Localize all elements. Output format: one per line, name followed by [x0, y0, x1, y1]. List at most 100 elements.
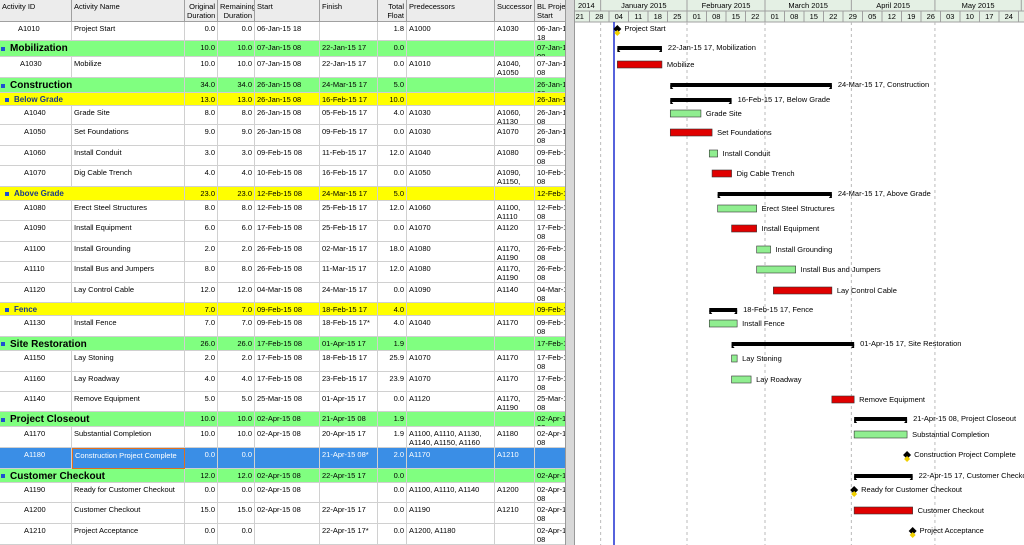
table-cell: 8.0: [218, 106, 255, 125]
table-cell: 6.0: [185, 221, 218, 242]
table-cell: 34.0: [218, 78, 255, 93]
table-cell: A1210: [495, 448, 535, 469]
wbs-name: Above Grade: [0, 187, 185, 201]
activity-bar: [708, 149, 718, 158]
bar-label: 01-Apr-15 17, Site Restoration: [860, 339, 961, 348]
milestone-accent: [909, 532, 916, 538]
table-cell: 9.0: [218, 125, 255, 146]
splitter[interactable]: [565, 0, 575, 545]
table-cell: A1170: [495, 351, 535, 372]
week-label: 18: [654, 12, 662, 21]
table-cell: [495, 337, 535, 351]
table-cell: 12-Feb-15 08: [535, 187, 565, 201]
table-cell: 25-Mar-15 08: [255, 392, 320, 412]
summary-bar: [731, 342, 855, 346]
bar-label: 16-Feb-15 17, Below Grade: [738, 95, 831, 104]
table-cell: 02-Apr-15 08: [535, 412, 565, 427]
table-cell: 10.0: [218, 57, 255, 78]
table-cell: 12-Feb-15 08: [255, 187, 320, 201]
table-cell: Install Equipment: [72, 221, 185, 242]
table-cell: 1.9: [378, 337, 407, 351]
week-label: 28: [595, 12, 603, 21]
table-cell: 0.0: [218, 483, 255, 503]
milestone: [908, 527, 917, 535]
table-cell: 04-Mar-15 08: [535, 283, 565, 303]
table-cell: A1100, A1110, A1130, A1140, A1150, A1160: [407, 427, 495, 448]
table-cell: 4.0: [218, 166, 255, 187]
week-label: 12: [888, 12, 896, 21]
table-cell: 22-Jan-15 17: [320, 57, 378, 78]
activity-bar: [708, 319, 738, 328]
week-label: 10: [966, 12, 974, 21]
table-cell: 0.0: [185, 524, 218, 545]
table-cell: [495, 187, 535, 201]
table-cell: 26-Feb-15 08: [255, 242, 320, 262]
summary-bar: [854, 417, 908, 421]
bar-label: Erect Steel Structures: [762, 204, 835, 213]
table-cell: A1150: [0, 351, 72, 372]
table-cell: 15.0: [185, 503, 218, 524]
table-cell: 02-Mar-15 17: [320, 242, 378, 262]
bar-label: Dig Cable Trench: [737, 169, 795, 178]
table-cell: 5.0: [378, 187, 407, 201]
week-label: 01: [771, 12, 779, 21]
table-cell: A1080: [0, 201, 72, 221]
table-cell: 07-Jan-15 08: [535, 41, 565, 57]
table-cell: 16-Feb-15 17: [320, 93, 378, 106]
table-cell: Ready for Customer Checkout: [72, 483, 185, 503]
table-cell: 26-Jan-15 08: [535, 125, 565, 146]
bar-label: Set Foundations: [717, 128, 772, 137]
table-cell: 0.0: [378, 125, 407, 146]
table-cell: A1200, A1180: [407, 524, 495, 545]
table-cell: Mobilize: [72, 57, 185, 78]
table-cell: A1060, A1130: [495, 106, 535, 125]
week-label: 08: [712, 12, 720, 21]
table-cell: 7.0: [185, 303, 218, 316]
table-cell: 05-Feb-15 17: [320, 106, 378, 125]
table-cell: A1180: [0, 448, 72, 469]
week-label: 17: [985, 12, 993, 21]
table-cell: 1.9: [378, 427, 407, 448]
table-cell: 8.0: [185, 106, 218, 125]
bar-label: Install Bus and Jumpers: [801, 265, 881, 274]
table-cell: Construction Project Complete: [72, 448, 185, 469]
milestone-accent: [614, 30, 621, 36]
month-label: April 2015: [876, 1, 910, 10]
table-cell: Install Grounding: [72, 242, 185, 262]
table-cell: 09-Feb-15 08: [255, 146, 320, 166]
table-cell: 2.0: [218, 351, 255, 372]
table-cell: 4.0: [218, 372, 255, 392]
summary-bar: [617, 46, 662, 50]
bar-label: Lay Stoning: [742, 354, 782, 363]
table-cell: 6.0: [218, 221, 255, 242]
week-label: 22: [829, 12, 837, 21]
table-cell: A1100, A1110, A1140: [407, 483, 495, 503]
table-cell: 0.0: [218, 448, 255, 469]
month-label: March 2015: [788, 1, 828, 10]
table-cell: 02-Apr-15 08: [535, 503, 565, 524]
table-cell: 0.0: [378, 41, 407, 57]
table-cell: 07-Jan-15 08: [255, 41, 320, 57]
table-cell: A1030: [407, 125, 495, 146]
table-cell: 26-Jan-15 08: [255, 125, 320, 146]
table-cell: Substantial Completion: [72, 427, 185, 448]
table-cell: 1.8: [378, 22, 407, 41]
table-cell: 02-Apr-15 08: [535, 483, 565, 503]
week-label: 15: [810, 12, 818, 21]
table-cell: 4.0: [378, 106, 407, 125]
column-header: Remaining Duration: [218, 0, 255, 22]
table-cell: 09-Feb-15 08: [535, 303, 565, 316]
table-cell: 22-Apr-15 17*: [320, 524, 378, 545]
table-cell: [407, 41, 495, 57]
activity-bar: [853, 430, 908, 439]
table-cell: Dig Cable Trench: [72, 166, 185, 187]
bar-label: Install Conduit: [723, 149, 771, 158]
table-cell: A1060: [0, 146, 72, 166]
table-cell: Set Foundations: [72, 125, 185, 146]
table-cell: 8.0: [218, 201, 255, 221]
table-cell: 0.0: [378, 57, 407, 78]
column-header: Activity Name: [72, 0, 185, 22]
activity-table: Activity ID Activity Name Original Duratio…: [0, 0, 565, 545]
table-cell: 26-Feb-15 08: [255, 262, 320, 283]
wbs-name: Fence: [0, 303, 185, 316]
